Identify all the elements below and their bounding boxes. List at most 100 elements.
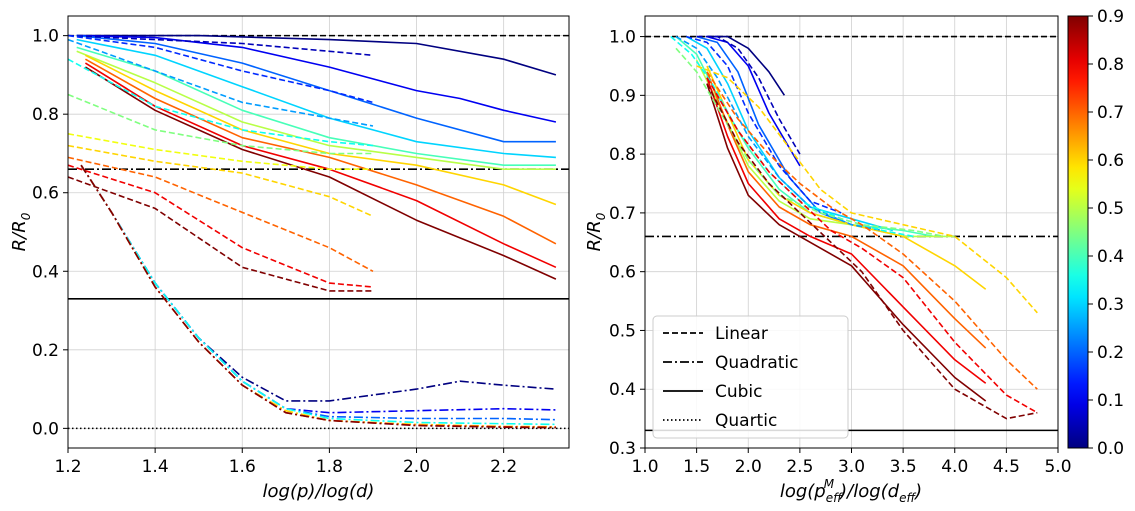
right-series-dashed-17 [706, 77, 1038, 414]
left-y-tick-label-3: 0.6 [32, 184, 59, 204]
legend-box [652, 315, 849, 439]
colorbar-tick-label-6: 0.6 [1097, 151, 1124, 171]
left-series-dashdot-26 [80, 164, 556, 429]
left-y-tick-label-2: 0.4 [32, 262, 59, 282]
left-grid [67, 16, 569, 448]
right-y-tick-label-4: 0.7 [609, 204, 636, 224]
legend: Linear Quadratic Cubic Quartic [652, 315, 849, 439]
left-series-dashed-10 [67, 34, 374, 57]
left-series-dashed-12 [67, 38, 374, 127]
left-series-dashdot-25 [80, 164, 556, 428]
left-y-axis-label: R/R0 [9, 212, 33, 251]
right-series-dashed-14 [675, 47, 945, 238]
left-series-solid-8 [84, 62, 557, 269]
left-series-dashed-14 [67, 93, 373, 155]
right-y-tick-label-5: 0.8 [609, 145, 636, 165]
right-series-solid-5 [695, 59, 955, 238]
colorbar-tick-label-9: 0.9 [1097, 7, 1124, 27]
right-y-axis-label: R/R0 [584, 212, 608, 251]
colorbar-tick-label-2: 0.2 [1097, 343, 1124, 363]
right-series-solid-6 [706, 65, 987, 290]
right-y-tick-label-6: 0.9 [609, 86, 636, 106]
colorbar-tick-label-0: 0.0 [1097, 439, 1124, 459]
left-series-solid-2 [76, 34, 556, 143]
left-series-solid-9 [84, 66, 557, 280]
left-x-tick-label-0: 1.2 [54, 457, 81, 477]
right-series-solid-3 [685, 35, 894, 232]
left-series-solid-7 [85, 58, 557, 245]
left-reference-lines [68, 34, 569, 430]
left-x-tick-label-4: 2.0 [403, 457, 430, 477]
legend-label-quartic: Quartic [715, 411, 777, 431]
right-series-dashed-13 [670, 35, 914, 238]
right-series-dashed-15 [696, 65, 1038, 314]
right-y-tick-label-2: 0.5 [609, 321, 636, 341]
left-x-ticks: 1.2 1.4 1.6 1.8 2.0 2.2 [54, 448, 517, 477]
right-series-solid-1 [706, 35, 801, 167]
legend-label-linear: Linear [715, 324, 768, 344]
colorbar-tick-label-8: 0.8 [1097, 55, 1124, 75]
right-series-solid-0 [707, 35, 786, 96]
left-plot-frame [67, 15, 570, 449]
colorbar-gradient [1067, 15, 1089, 449]
left-y-ticks: 0.0 0.2 0.4 0.6 0.8 1.0 [32, 27, 68, 439]
left-x-tick-label-3: 1.8 [316, 457, 343, 477]
right-series-solid-8 [706, 77, 987, 384]
right-series-solid-7 [706, 71, 987, 349]
left-x-tick-label-1: 1.4 [142, 457, 169, 477]
right-y-tick-label-7: 1.0 [609, 28, 636, 48]
right-series-dashed-11 [686, 35, 842, 214]
colorbar-tick-label-7: 0.7 [1097, 103, 1124, 123]
right-x-tick-label-7: 4.5 [993, 457, 1020, 477]
right-series-dashed-16 [706, 71, 1038, 390]
right-x-tick-label-2: 2.0 [735, 457, 762, 477]
right-x-axis-label: log(peffM)/log(deff) [780, 477, 922, 505]
left-x-tick-label-2: 1.6 [229, 457, 256, 477]
legend-entry-cubic: Cubic [663, 382, 763, 402]
left-series-dashed-17 [67, 156, 374, 273]
right-series-solid-4 [675, 35, 935, 238]
colorbar-tick-label-3: 0.3 [1097, 295, 1124, 315]
right-x-tick-label-0: 1.0 [631, 457, 658, 477]
left-panel: 1.2 1.4 1.6 1.8 2.0 2.2 0.0 0.2 0.4 0.6 0.8 1.0 lo… [9, 15, 570, 502]
colorbar-tick-label-4: 0.4 [1097, 247, 1124, 267]
legend-label-quadratic: Quadratic [715, 353, 799, 373]
left-series-dashdot-23 [80, 164, 556, 426]
left-series-solid-5 [76, 50, 556, 170]
right-series-group [670, 35, 1038, 420]
colorbar: 0.0 0.1 0.2 0.3 0.4 0.5 0.6 0.7 0.8 0.9 [1067, 7, 1124, 459]
right-x-tick-label-5: 3.5 [890, 457, 917, 477]
right-series-solid-2 [696, 35, 852, 226]
legend-entry-quadratic: Quadratic [663, 353, 799, 373]
left-series-dashdot-21 [80, 164, 556, 414]
colorbar-tick-label-5: 0.5 [1097, 199, 1124, 219]
left-series-solid-0 [76, 34, 557, 76]
legend-entry-linear: Linear [663, 324, 768, 344]
left-series-solid-1 [76, 34, 557, 123]
right-x-tick-label-6: 4.0 [941, 457, 968, 477]
left-series-dashed-18 [67, 164, 374, 288]
left-x-axis-label: log(p)/log(d) [263, 481, 375, 502]
left-series-dashdot-22 [80, 164, 556, 421]
right-x-tick-label-1: 1.5 [683, 457, 710, 477]
left-series-dashdot-24 [80, 164, 556, 428]
legend-label-cubic: Cubic [715, 382, 763, 402]
right-panel: 1.0 1.5 2.0 2.5 3.0 3.5 4.0 4.5 5.0 0.3 0.4 0.5 0.6… [584, 15, 1072, 505]
left-series-dashed-13 [67, 58, 374, 147]
left-y-tick-label-4: 0.8 [32, 105, 59, 125]
left-series-dashed-15 [67, 133, 373, 170]
right-y-tick-label-3: 0.6 [609, 263, 636, 283]
right-series-solid-9 [706, 83, 987, 402]
right-y-tick-label-1: 0.4 [609, 380, 636, 400]
right-y-ticks: 0.3 0.4 0.5 0.6 0.7 0.8 0.9 1.0 [609, 28, 645, 459]
left-series-group [67, 34, 557, 429]
legend-entry-quartic: Quartic [663, 411, 777, 431]
right-series-dashed-18 [706, 83, 1038, 420]
right-y-tick-label-0: 0.3 [609, 439, 636, 459]
right-x-tick-label-3: 2.5 [786, 457, 813, 477]
left-series-dashed-11 [67, 34, 374, 104]
right-x-tick-label-8: 5.0 [1044, 457, 1071, 477]
left-x-tick-label-5: 2.2 [490, 457, 517, 477]
colorbar-tick-label-1: 0.1 [1097, 391, 1124, 411]
